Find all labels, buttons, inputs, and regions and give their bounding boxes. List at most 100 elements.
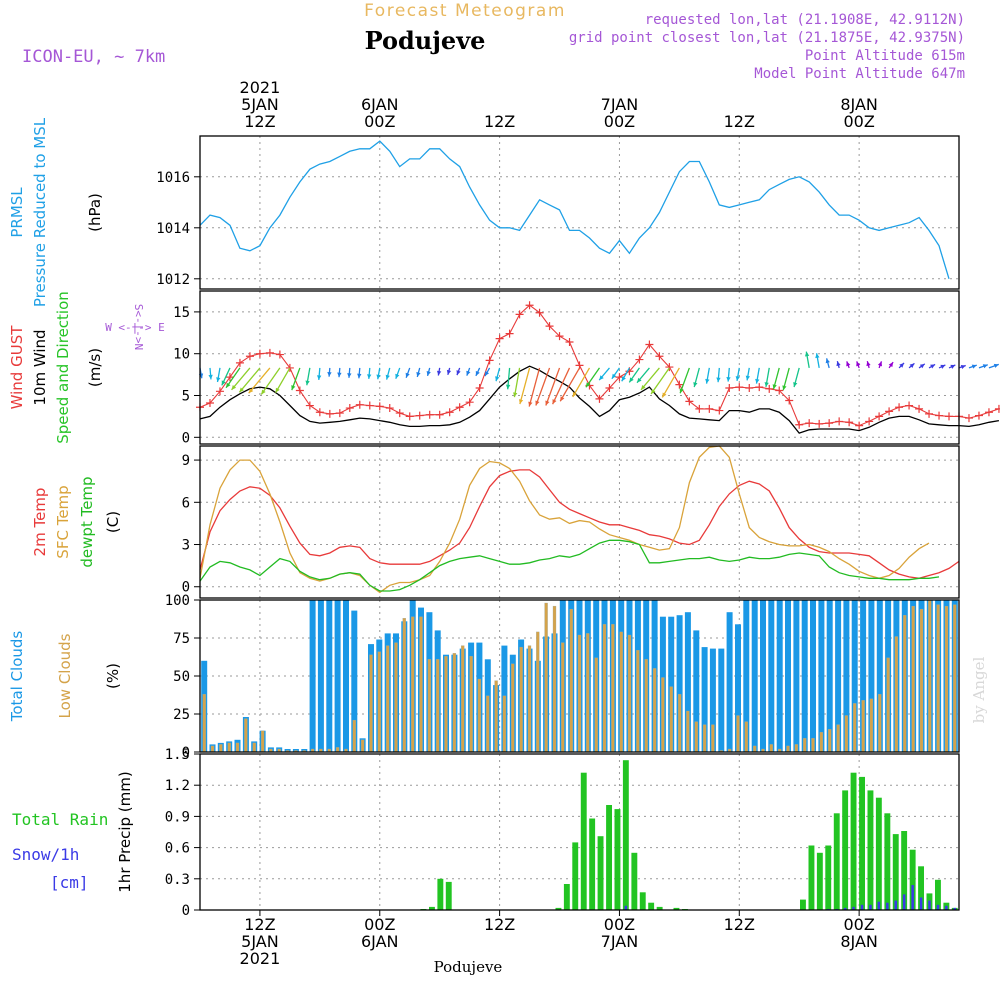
gust-marker — [725, 383, 734, 392]
wind-direction-arrow — [755, 367, 760, 384]
time-label-top: 5JAN — [241, 95, 279, 114]
y-tick-label: 6 — [182, 495, 190, 511]
arrow-head — [909, 363, 915, 368]
wind-direction-arrow — [216, 367, 221, 383]
arrow-head — [484, 371, 490, 377]
bar-low-clouds — [536, 631, 540, 753]
gust-marker — [505, 329, 514, 338]
wind-direction-arrow — [405, 367, 411, 378]
bar-total-clouds — [793, 600, 800, 752]
time-label-bottom: 00Z — [843, 915, 874, 934]
arrow-shaft — [572, 367, 591, 398]
arrow-head — [772, 384, 777, 390]
bar-total-clouds — [876, 600, 883, 752]
bar-low-clouds — [702, 724, 707, 753]
time-label-bottom: 00Z — [604, 915, 635, 934]
wind-direction-arrow — [621, 367, 630, 382]
gust-marker — [795, 420, 804, 429]
bar-low-clouds — [486, 695, 490, 753]
wind-direction-arrow — [317, 367, 322, 381]
bar-total-clouds — [334, 600, 341, 752]
gust-marker — [875, 412, 884, 421]
bar-low-clouds — [711, 724, 715, 753]
gust-marker — [485, 356, 494, 365]
bar-total-clouds — [693, 630, 700, 752]
arrow-head — [641, 384, 646, 390]
gust-marker — [555, 332, 564, 341]
bar-low-clouds — [461, 645, 465, 753]
arrow-head — [446, 369, 452, 375]
bar-low-clouds — [652, 668, 657, 753]
gust-marker — [475, 383, 484, 392]
bar-total-rain — [875, 797, 882, 910]
gust-marker — [405, 412, 414, 421]
y-tick-label: 0 — [182, 903, 190, 919]
wind-direction-arrow — [846, 361, 851, 369]
arrow-head — [505, 384, 511, 390]
bar-total-clouds — [735, 624, 741, 752]
time-label-top: 6JAN — [361, 95, 399, 114]
bar-low-clouds — [736, 715, 740, 753]
bar-low-clouds — [803, 738, 807, 753]
arrow-head — [782, 385, 787, 391]
bar-total-clouds — [309, 600, 316, 752]
arrow-head — [585, 382, 591, 388]
wind-direction-arrow — [628, 367, 640, 383]
gust-marker — [735, 383, 744, 392]
gust-marker — [435, 410, 444, 419]
series-gust-line — [199, 304, 1000, 427]
arrow-head — [637, 377, 642, 383]
gust-marker — [984, 408, 993, 417]
bar-low-clouds — [936, 604, 940, 753]
gust-marker — [515, 310, 524, 319]
gust-marker — [974, 411, 983, 420]
bar-total-clouds — [351, 610, 358, 752]
gust-marker — [545, 322, 554, 331]
arrow-head — [815, 353, 820, 359]
gust-marker — [395, 409, 404, 418]
product-title: Forecast Meteogram — [364, 1, 566, 21]
bar-total-rain — [606, 805, 612, 910]
bar-total-rain — [445, 881, 452, 910]
gust-marker — [695, 404, 704, 413]
bar-low-clouds — [886, 657, 890, 753]
time-label-bottom: 2021 — [240, 949, 281, 968]
wind-direction-arrow — [305, 367, 311, 386]
wind-direction-arrow — [208, 367, 213, 380]
arrow-head — [367, 374, 372, 379]
gust-marker — [945, 412, 954, 421]
bar-low-clouds — [844, 715, 849, 753]
y-tick-label: 50 — [173, 669, 190, 685]
wind-direction-arrow — [640, 367, 660, 391]
gust-marker — [665, 363, 674, 372]
bar-total-rain — [563, 884, 570, 910]
wind-direction-arrow — [836, 360, 841, 369]
bar-total-clouds — [818, 600, 825, 752]
arrow-head — [291, 385, 296, 391]
bar-total-clouds — [810, 600, 816, 752]
y-tick-label: 9 — [182, 453, 190, 469]
wind-direction-arrow — [772, 367, 780, 390]
gust-marker — [885, 407, 894, 416]
wind-direction-arrow — [898, 362, 905, 369]
arrow-head — [572, 391, 577, 397]
wind-direction-arrow — [426, 367, 431, 377]
bar-low-clouds — [894, 636, 899, 753]
arrow-head — [475, 370, 480, 376]
panel-temperature: 0 3 6 9 2m Temp SFC Temp dewpt Temp (C) — [31, 445, 960, 599]
wind-direction-arrow — [535, 367, 551, 406]
gust-marker — [345, 404, 354, 413]
y-axis-label: 10m Wind — [31, 329, 49, 405]
bar-total-rain — [892, 834, 899, 910]
precip-legend-label: Snow/1h — [12, 845, 79, 864]
arrow-head — [385, 374, 390, 380]
arrow-shaft — [661, 367, 680, 398]
location-title: Podujeve — [365, 26, 486, 55]
bar-total-rain — [673, 907, 680, 910]
wind-direction-arrow — [231, 367, 251, 391]
time-label-bottom: 7JAN — [601, 932, 639, 951]
bar-snow — [877, 901, 881, 910]
gust-marker — [425, 410, 434, 419]
gust-marker — [565, 338, 574, 346]
